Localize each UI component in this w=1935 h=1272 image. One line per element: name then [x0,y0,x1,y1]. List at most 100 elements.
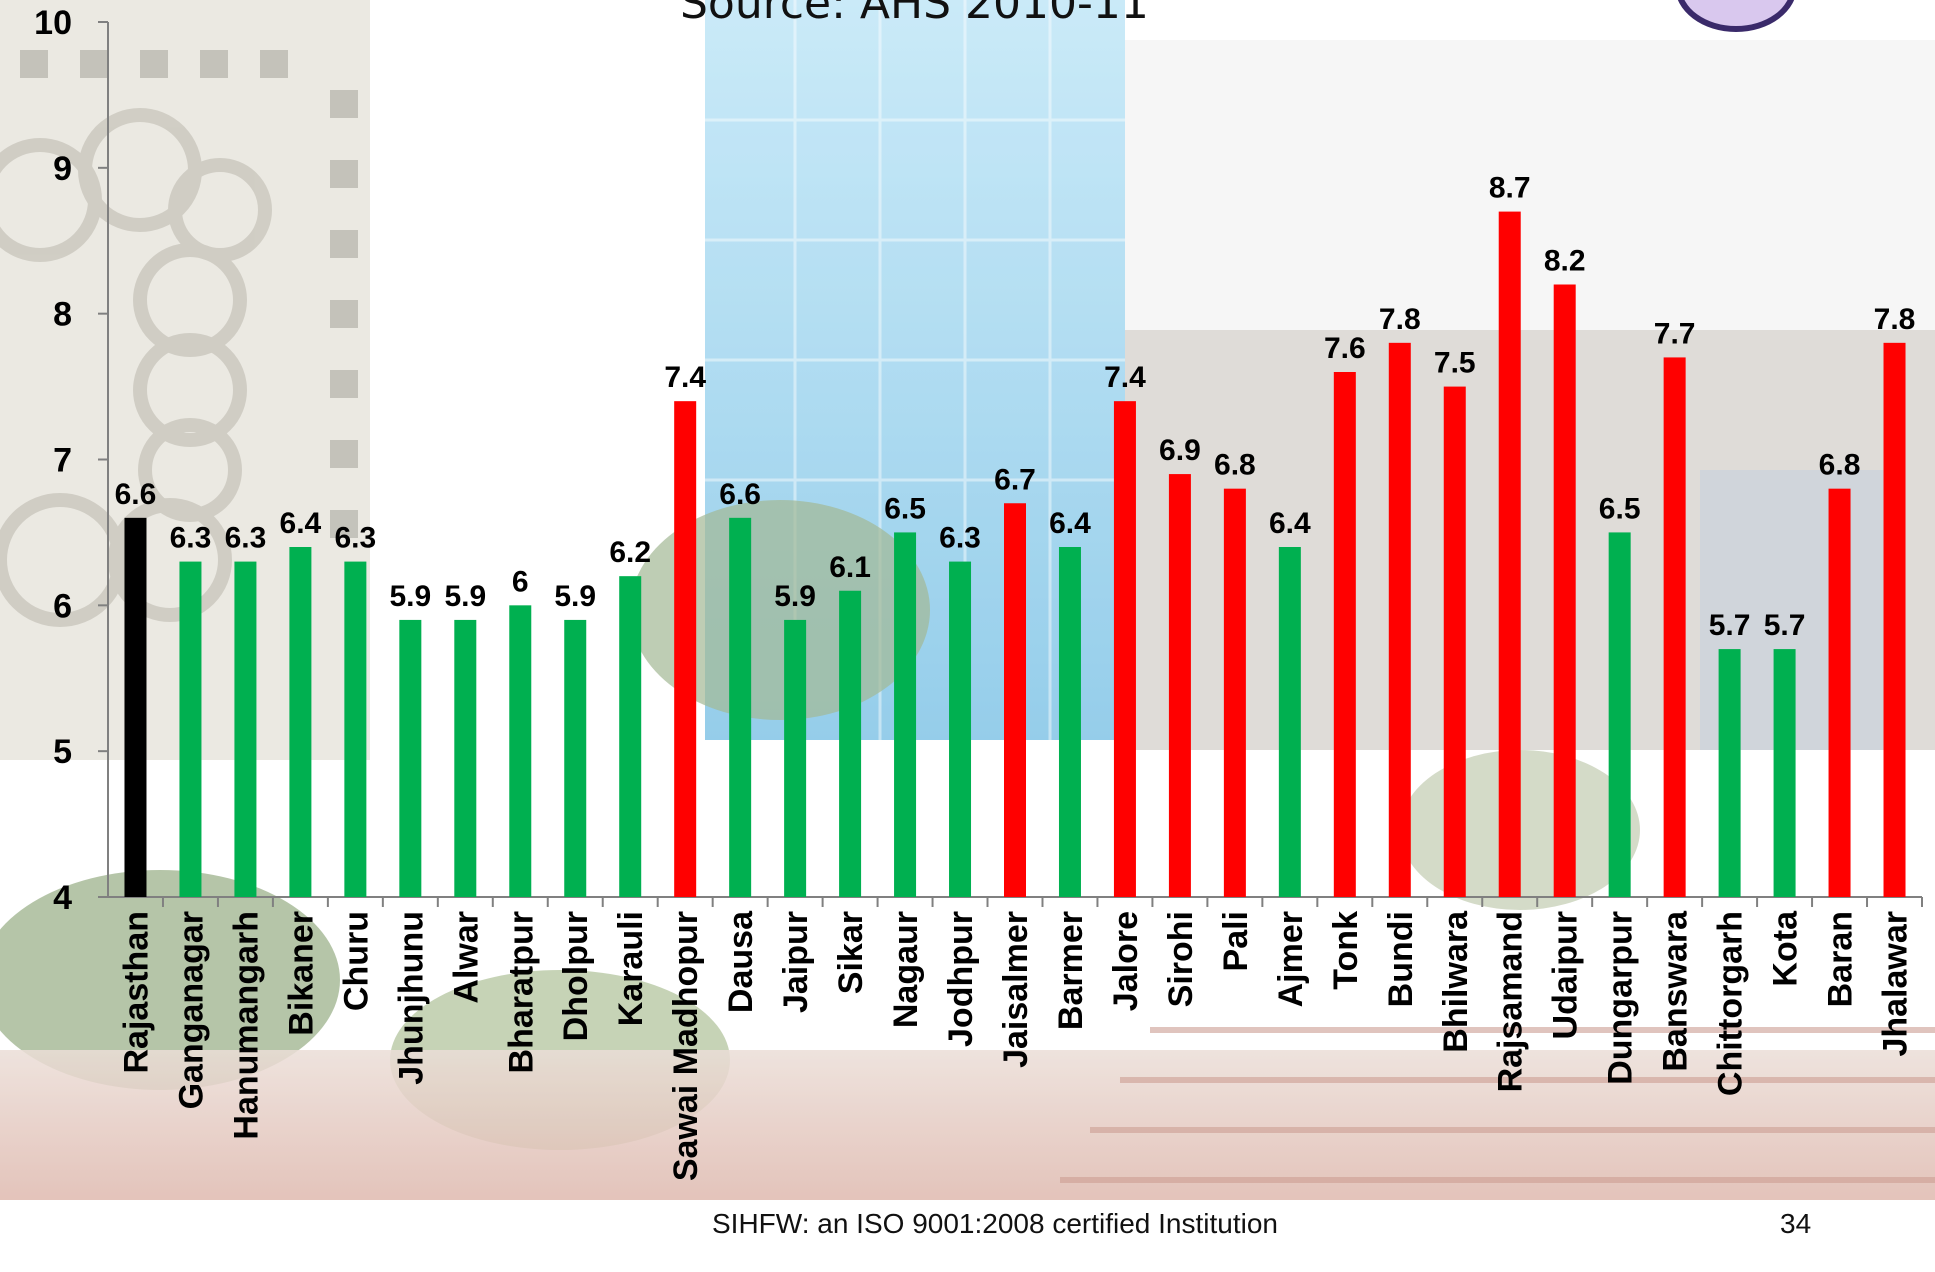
data-label: 6.4 [1269,507,1311,540]
data-label: 6.2 [609,536,651,569]
data-label: 7.5 [1434,347,1476,380]
bar-banswara [1663,357,1686,898]
category-label: Hanumangarh [227,911,265,1140]
bar-jaipur [784,619,807,897]
data-label: 6.8 [1819,449,1861,482]
data-label: 6.3 [939,522,981,555]
bar-bharatpur [509,605,532,897]
category-label: Jodhpur [942,911,980,1047]
data-label: 7.4 [1104,361,1146,394]
category-label: Jalore [1107,911,1145,1011]
category-label: Rajasthan [117,911,155,1074]
bar-sawai-madhopur [674,401,697,897]
category-label: Baran [1822,911,1860,1007]
category-label: Kota [1767,910,1805,987]
category-label: Jhunjhunu [392,911,430,1085]
data-label: 7.8 [1379,303,1421,336]
bar-churu [344,561,367,897]
y-tick-label: 8 [53,296,72,334]
data-label: 5.9 [444,580,486,613]
data-label: 7.6 [1324,332,1366,365]
data-label: 5.7 [1709,609,1751,642]
bar-baran [1828,488,1851,897]
data-label: 6.6 [115,478,157,511]
bar-jaisalmer [1004,503,1026,897]
data-label: 6.9 [1159,434,1201,467]
y-tick-label: 9 [53,150,72,188]
data-label: 6.3 [335,522,377,555]
category-label: Jhalawar [1877,911,1915,1057]
data-label: 6.3 [225,522,267,555]
bar-jalore [1113,401,1136,897]
bar-udaipur [1553,284,1576,897]
bar-sikar [839,590,862,897]
category-label: Churu [337,911,375,1011]
category-label: Dungarpur [1602,911,1640,1085]
bar-kota [1773,649,1796,897]
data-label: 6.4 [1049,507,1091,540]
bar-dausa [729,517,752,897]
bar-rajsamand [1498,211,1521,898]
category-label: Pali [1217,911,1255,971]
bar-chittorgarh [1718,649,1741,897]
data-label: 7.7 [1654,317,1696,350]
bar-jodhpur [949,561,972,897]
category-label: Bikaner [282,911,320,1036]
data-label: 6.3 [170,522,212,555]
bar-nagaur [894,532,917,897]
category-label: Nagaur [887,911,925,1028]
bar-ganganagar [179,561,202,897]
category-label: Banswara [1657,910,1695,1072]
category-label: Bundi [1382,911,1420,1007]
category-label: Alwar [447,911,485,1004]
category-label: Barmer [1052,911,1090,1030]
category-label: Dausa [722,910,760,1013]
data-label: 6.6 [719,478,761,511]
category-label: Tonk [1327,911,1365,990]
category-label: Ganganagar [172,911,210,1109]
bar-bikaner [289,547,312,897]
bar-ajmer [1278,547,1301,897]
category-label: Rajsamand [1492,911,1530,1092]
data-label: 5.9 [774,580,816,613]
bar-tonk [1333,372,1356,897]
data-label: 6.7 [994,463,1036,496]
data-label: 6.5 [884,492,926,525]
bar-alwar [454,619,477,897]
data-label: 6.4 [280,507,322,540]
category-label: Chittorgarh [1712,911,1750,1096]
y-tick-label: 6 [53,587,72,625]
data-label: 8.2 [1544,245,1586,278]
data-label: 5.9 [389,580,431,613]
y-tick-label: 7 [53,442,72,480]
category-label: Sirohi [1162,911,1200,1007]
data-label: 7.8 [1874,303,1916,336]
bar-jhalawar [1883,342,1906,897]
category-label: Udaipur [1547,911,1585,1039]
data-label: 6.8 [1214,449,1256,482]
source-title: Source: AHS 2010-11 [680,0,1149,29]
y-tick-label: 10 [34,4,72,42]
data-label: 5.7 [1764,609,1806,642]
bar-jhunjhunu [399,619,422,897]
bar-dungarpur [1608,532,1631,897]
category-label: Ajmer [1272,911,1310,1007]
page-number: 34 [1780,1208,1812,1239]
bar-barmer [1058,547,1081,897]
bar-pali [1223,488,1246,897]
bar-dholpur [564,619,587,897]
bar-bundi [1388,342,1411,897]
bar-karauli [619,576,642,897]
footer-institution: SIHFW: an ISO 9001:2008 certified Instit… [712,1208,1279,1239]
data-label: 6 [512,565,529,598]
category-label: Bharatpur [502,911,540,1073]
y-tick-label: 4 [53,879,72,917]
category-label: Dholpur [557,911,595,1041]
bar-rajasthan [124,517,147,897]
y-tick-label: 5 [53,733,72,771]
data-label: 7.4 [664,361,706,394]
category-label: Sawai Madhopur [667,911,705,1181]
category-label: Jaipur [777,911,815,1013]
bar-sirohi [1168,474,1191,897]
